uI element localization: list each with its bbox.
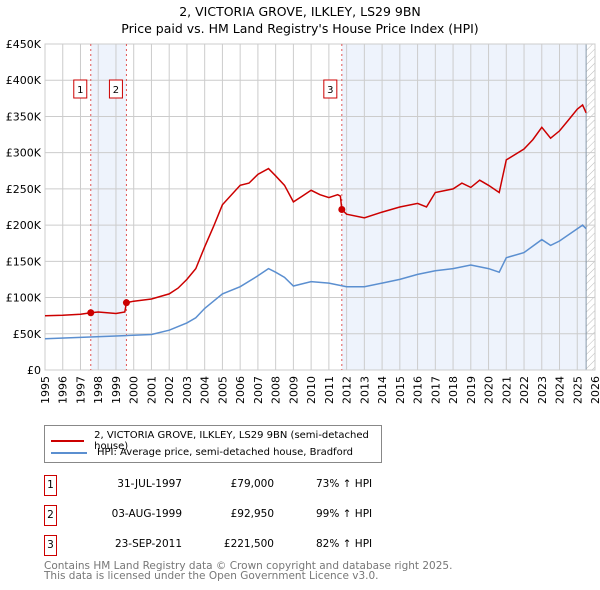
property-price-line <box>44 103 587 317</box>
sale-label: 3 <box>327 85 333 96</box>
sale-row: 1 31-JUL-1997 £79,000 73% ↑ HPI <box>44 475 444 496</box>
sale-hpi: 73% ↑ HPI <box>316 478 373 490</box>
footer: Contains HM Land Registry data © Crown c… <box>44 560 453 582</box>
x-tick-label: 2019 <box>465 376 478 404</box>
chart-subtitle: Price paid vs. HM Land Registry's House … <box>121 21 479 36</box>
x-tick-label: 2023 <box>536 376 549 404</box>
legend-label-property: 2, VICTORIA GROVE, ILKLEY, LS29 9BN (sem… <box>94 430 369 452</box>
sale-label-box <box>73 79 88 99</box>
sale-date: 31-JUL-1997 <box>117 478 182 490</box>
x-tick-label: 2014 <box>376 376 389 404</box>
price-chart: 1995 1996 1997 1998 1999 2000 2001 2002 2003 2004… <box>6 38 600 404</box>
y-tick-label: £0 <box>27 364 41 377</box>
sale-hpi: 99% ↑ HPI <box>316 508 373 520</box>
x-tick-label: 2022 <box>518 376 531 404</box>
chart-title: 2, VICTORIA GROVE, ILKLEY, LS29 9BN <box>179 4 421 19</box>
x-tick-label: 1998 <box>92 376 105 404</box>
plot-frame <box>44 43 596 371</box>
x-tick-label: 2008 <box>270 376 283 404</box>
x-tick-label: 2004 <box>199 376 212 404</box>
x-tick-label: 1995 <box>39 376 52 404</box>
forecast-hatch <box>586 44 595 370</box>
x-tick-label: 2016 <box>412 376 425 404</box>
y-tick-label: £450K <box>6 38 42 51</box>
y-tick-label: £350K <box>6 110 42 123</box>
footer-licence: This data is licensed under the Open Gov… <box>44 570 379 582</box>
x-tick-label: 2000 <box>128 376 141 404</box>
x-tick-label: 2006 <box>234 376 247 404</box>
sale-price: £79,000 <box>230 478 274 490</box>
y-tick-label: £50K <box>13 328 42 341</box>
y-tick-label: £250K <box>6 183 42 196</box>
x-tick-label: 2015 <box>394 376 407 404</box>
hpi-line <box>44 224 587 340</box>
x-tick-label: 2005 <box>216 376 229 404</box>
sale-label-box <box>323 79 338 99</box>
shaded-period <box>341 44 587 370</box>
y-tick-label: £300K <box>6 147 42 160</box>
x-tick-label: 2013 <box>358 376 371 404</box>
x-tick-label: 1997 <box>74 376 87 404</box>
sale-marker: 3 <box>44 535 57 556</box>
x-tick-label: 2017 <box>429 376 442 404</box>
x-tick-label: 2010 <box>305 376 318 404</box>
sale-point <box>338 206 346 214</box>
x-tick-label: 1999 <box>110 376 123 404</box>
sale-marker: 1 <box>44 475 57 496</box>
sale-label: 2 <box>113 85 119 96</box>
x-tick-label: 2024 <box>554 376 567 404</box>
sale-price: £92,950 <box>230 508 274 520</box>
sale-hpi: 82% ↑ HPI <box>316 538 373 550</box>
x-tick-label: 2021 <box>500 376 513 404</box>
sale-point <box>122 299 130 307</box>
x-tick-label: 2020 <box>483 376 496 404</box>
x-tick-label: 2018 <box>447 376 460 404</box>
x-tick-label: 1996 <box>57 376 70 404</box>
x-tick-label: 2001 <box>145 376 158 404</box>
legend-label-hpi: HPI: Average price, semi-detached house,… <box>97 447 353 458</box>
sale-date: 23-SEP-2011 <box>114 538 182 550</box>
x-tick-label: 2025 <box>571 376 584 404</box>
footer-copyright: Contains HM Land Registry data © Crown c… <box>44 560 453 572</box>
y-tick-label: £200K <box>6 219 42 232</box>
sale-row: 3 23-SEP-2011 £221,500 82% ↑ HPI <box>44 535 444 556</box>
legend: 2, VICTORIA GROVE, ILKLEY, LS29 9BN (sem… <box>44 425 382 463</box>
x-tick-label: 2009 <box>287 376 300 404</box>
sale-price: £221,500 <box>223 538 274 550</box>
x-tick-label: 2003 <box>181 376 194 404</box>
sale-point <box>87 309 95 317</box>
x-tick-label: 2002 <box>163 376 176 404</box>
y-tick-label: £100K <box>6 292 42 305</box>
y-tick-label: £400K <box>6 74 42 87</box>
legend-blue-line <box>51 451 87 454</box>
sale-label: 1 <box>77 85 83 96</box>
x-tick-label: 2007 <box>252 376 265 404</box>
x-tick-label: 2012 <box>341 376 354 404</box>
sale-label-box <box>108 79 123 99</box>
x-tick-label: 2026 <box>589 376 600 404</box>
sale-row: 2 03-AUG-1999 £92,950 99% ↑ HPI <box>44 505 444 526</box>
x-tick-label: 2011 <box>323 376 336 404</box>
y-tick-label: £150K <box>6 255 42 268</box>
legend-red-line <box>51 440 85 442</box>
sale-date: 03-AUG-1999 <box>111 508 182 520</box>
sale-marker: 2 <box>44 505 57 526</box>
